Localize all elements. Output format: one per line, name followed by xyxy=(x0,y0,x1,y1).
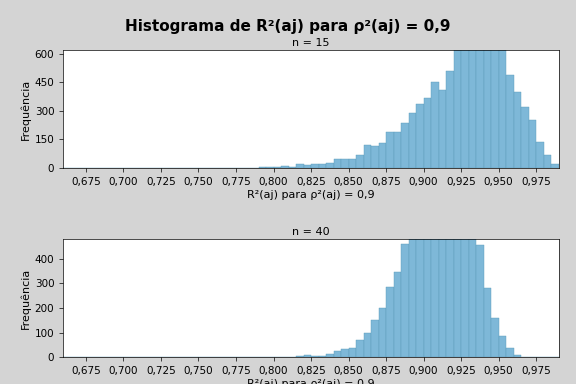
Bar xyxy=(514,92,521,168)
Bar xyxy=(393,272,401,357)
Bar xyxy=(304,355,311,357)
Bar xyxy=(408,212,416,357)
Bar xyxy=(371,146,378,168)
Bar xyxy=(476,31,484,168)
Bar xyxy=(476,245,484,357)
Bar xyxy=(551,164,559,168)
Bar xyxy=(296,356,304,357)
Bar xyxy=(319,356,326,357)
Bar xyxy=(491,47,499,168)
Bar xyxy=(454,49,461,168)
Y-axis label: Frequência: Frequência xyxy=(20,78,31,140)
Bar xyxy=(506,348,514,357)
Bar xyxy=(326,163,334,168)
Bar xyxy=(469,43,476,168)
Bar xyxy=(393,132,401,168)
Bar xyxy=(244,167,251,168)
Bar xyxy=(378,308,386,357)
Bar xyxy=(401,124,408,168)
Bar xyxy=(378,144,386,168)
Bar xyxy=(326,354,334,357)
Bar xyxy=(491,318,499,357)
Bar xyxy=(416,104,423,168)
Bar xyxy=(311,356,319,357)
Bar xyxy=(266,167,274,168)
Bar xyxy=(521,107,529,168)
Bar xyxy=(371,320,378,357)
Bar xyxy=(363,333,371,357)
Bar xyxy=(484,40,491,168)
X-axis label: R²(aj) para ρ²(aj) = 0,9: R²(aj) para ρ²(aj) = 0,9 xyxy=(247,379,375,384)
Bar xyxy=(311,164,319,168)
Bar xyxy=(274,167,281,168)
Bar xyxy=(341,349,348,357)
Bar xyxy=(259,167,266,168)
Bar xyxy=(431,134,439,357)
Title: n = 15: n = 15 xyxy=(292,38,330,48)
Bar xyxy=(499,336,506,357)
Bar xyxy=(431,82,439,168)
Bar xyxy=(514,355,521,357)
Y-axis label: Frequência: Frequência xyxy=(20,267,31,329)
Bar xyxy=(281,166,289,168)
Bar xyxy=(536,142,544,168)
Bar xyxy=(499,46,506,168)
Text: Histograma de R²(aj) para ρ²(aj) = 0,9: Histograma de R²(aj) para ρ²(aj) = 0,9 xyxy=(125,19,451,34)
Bar xyxy=(461,43,469,168)
Bar xyxy=(484,288,491,357)
Bar xyxy=(423,98,431,168)
Title: n = 40: n = 40 xyxy=(292,227,330,237)
Bar xyxy=(416,174,423,357)
Bar xyxy=(341,159,348,168)
Bar xyxy=(469,212,476,357)
Bar xyxy=(363,146,371,168)
Bar xyxy=(401,243,408,357)
Bar xyxy=(439,120,446,357)
Bar xyxy=(296,164,304,168)
Bar xyxy=(461,170,469,357)
Bar xyxy=(348,348,356,357)
Bar xyxy=(446,109,454,357)
X-axis label: R²(aj) para ρ²(aj) = 0,9: R²(aj) para ρ²(aj) = 0,9 xyxy=(247,190,375,200)
Bar xyxy=(454,141,461,357)
Bar xyxy=(334,159,341,168)
Bar xyxy=(356,340,363,357)
Bar xyxy=(506,75,514,168)
Bar xyxy=(319,164,326,168)
Bar xyxy=(529,121,536,168)
Bar xyxy=(544,154,551,168)
Bar xyxy=(304,166,311,168)
Bar xyxy=(408,113,416,168)
Bar xyxy=(423,162,431,357)
Bar xyxy=(439,90,446,168)
Bar xyxy=(386,288,393,357)
Bar xyxy=(334,351,341,357)
Bar xyxy=(289,167,296,168)
Bar xyxy=(446,71,454,168)
Bar xyxy=(386,132,393,168)
Bar xyxy=(356,154,363,168)
Bar xyxy=(348,159,356,168)
